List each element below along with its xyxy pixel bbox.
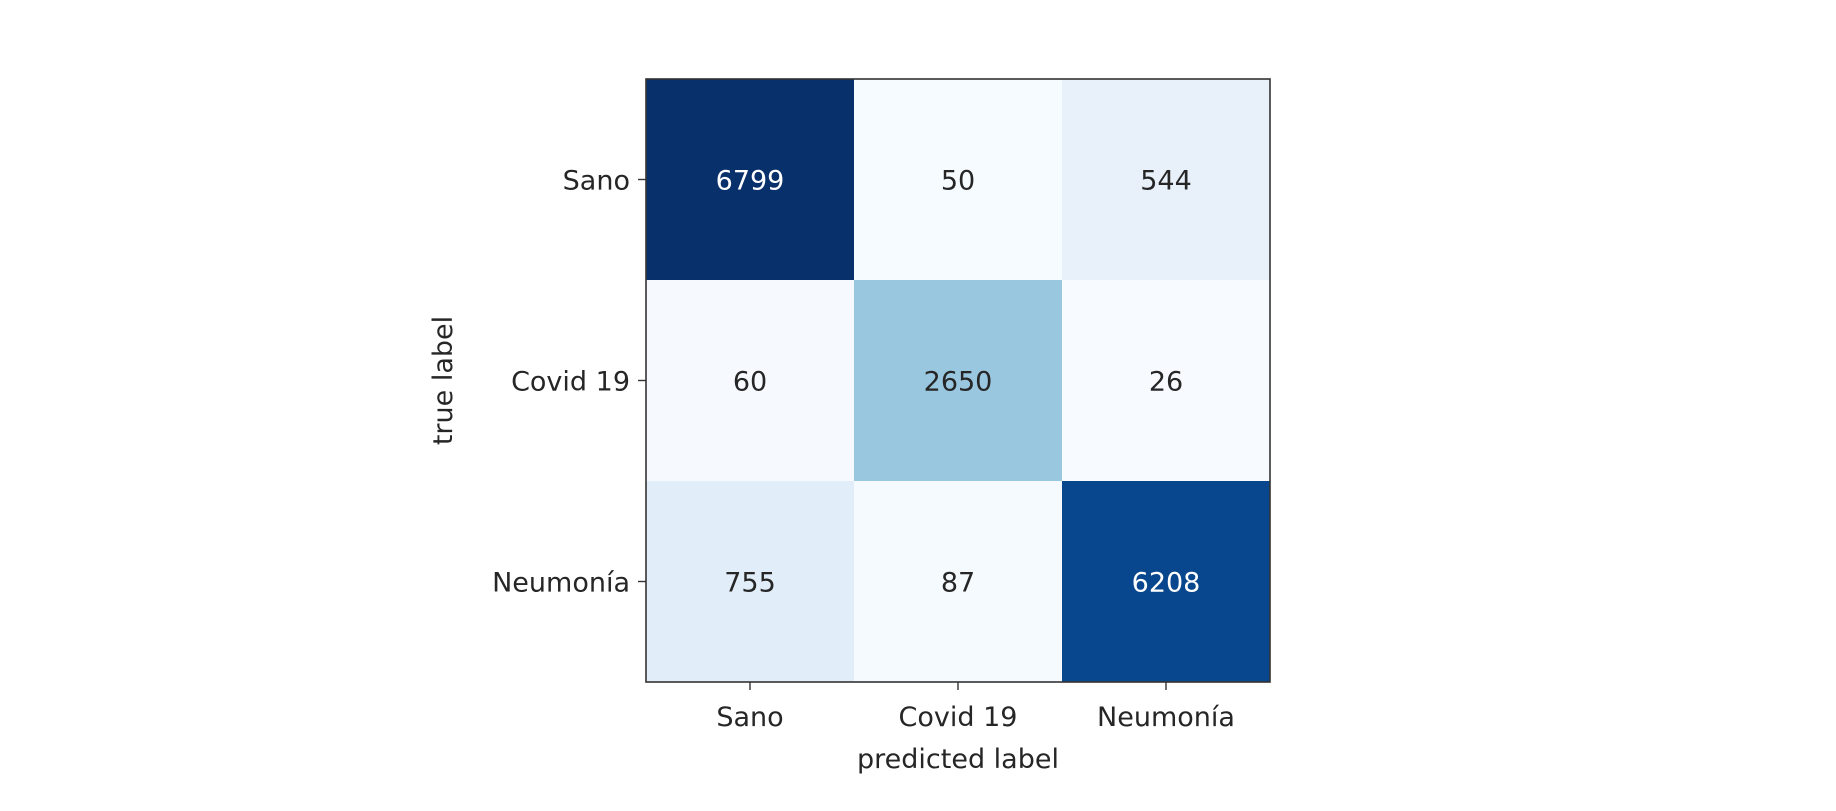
cell-value-label: 544 [1140,166,1192,197]
y-tick-label: Neumonía [492,568,630,599]
heatmap-cell [1062,280,1271,482]
cell-value-label: 6208 [1132,568,1201,599]
cell-value-label: 60 [733,367,767,398]
x-tick-label: Neumonía [1097,702,1235,733]
heatmap-cell [854,481,1063,683]
x-tick-label: Covid 19 [899,702,1018,733]
heatmap-cell [646,280,855,482]
y-axis-label: true label [428,316,459,445]
cell-value-label: 26 [1149,367,1183,398]
y-tick-label: Sano [563,166,630,197]
heatmap-cell [854,79,1063,281]
heatmap-cell [646,481,855,683]
x-axis-label: predicted label [857,744,1059,775]
heatmap-cell [646,79,855,281]
cell-value-label: 50 [941,166,975,197]
cell-value-label: 755 [724,568,776,599]
heatmap-cell [1062,79,1271,281]
cell-value-label: 2650 [924,367,993,398]
cell-value-labels: 6799 50 544 60 2650 26 755 87 6208 [716,166,1201,599]
heatmap-cells [646,79,1271,683]
y-tick-label: Covid 19 [511,367,630,398]
heatmap-cell [854,280,1063,482]
heatmap-cell [1062,481,1271,683]
x-tick-label: Sano [716,702,783,733]
x-axis-ticks: Sano Covid 19 Neumonía [716,682,1235,733]
y-axis-ticks: Sano Covid 19 Neumonía [492,166,646,599]
cell-value-label: 6799 [716,166,785,197]
cell-value-label: 87 [941,568,975,599]
